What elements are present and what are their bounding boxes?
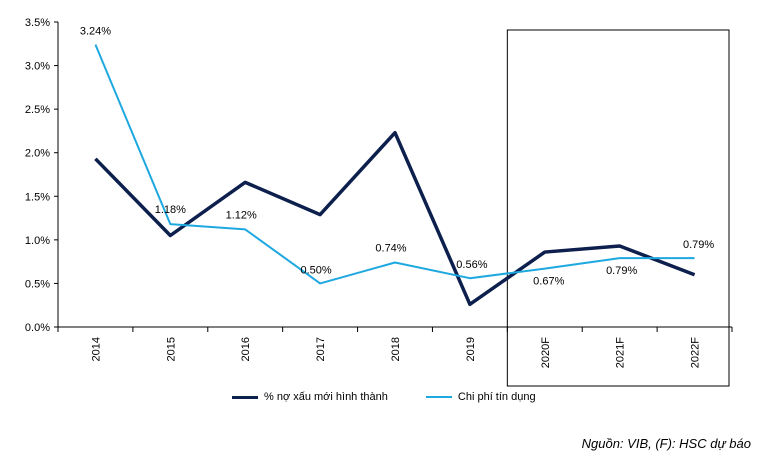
legend-item-npl: % nợ xấu mới hình thành (232, 391, 388, 403)
data-label: 1.18% (155, 204, 186, 216)
x-tick-label: 2016 (240, 337, 252, 361)
legend-item-credit-cost: Chi phí tín dụng (425, 391, 536, 403)
y-tick-label: 2.0% (25, 148, 50, 160)
source-note: Nguồn: VIB, (F): HSC dự báo (581, 436, 751, 451)
axes: 0.0% 0.5% 1.0% 1.5% 2.0% 2.5% 3.0% 3.5% 2014 2015… (25, 17, 733, 387)
legend-label-credit-cost: Chi phí tín dụng (457, 391, 536, 403)
y-tick-label: 2.5% (25, 104, 50, 116)
x-tick-label: 2020F (540, 337, 552, 368)
x-tick-label: 2022F (690, 337, 702, 368)
legend: % nợ xấu mới hình thành Chi phí tín dụng (232, 391, 574, 403)
x-tick-label: 2015 (165, 337, 177, 361)
data-label: 0.50% (301, 264, 332, 276)
y-tick-label: 3.0% (25, 61, 50, 73)
data-label: 0.79% (683, 239, 714, 251)
y-tick-label: 0.5% (25, 278, 50, 290)
y-tick-label: 1.5% (25, 191, 50, 203)
data-labels: 3.24% 1.18% 1.12% 0.50% 0.74% 0.56% 0.67% 0.79%… (80, 26, 715, 288)
data-label: 0.74% (375, 243, 406, 255)
x-tick-label: 2017 (315, 337, 327, 361)
x-tick-label: 2014 (90, 337, 102, 361)
data-label: 1.12% (226, 209, 257, 221)
y-tick-label: 1.0% (25, 235, 50, 247)
y-tick-label: 3.5% (25, 17, 50, 29)
data-label: 0.67% (533, 276, 564, 288)
x-tick-label: 2018 (390, 337, 402, 361)
x-tick-label: 2019 (465, 337, 477, 361)
y-tick-label: 0.0% (25, 322, 50, 334)
series-layer (94, 44, 696, 307)
legend-swatch-credit-cost (425, 396, 452, 398)
data-label: 0.56% (456, 259, 487, 271)
data-label: 0.79% (606, 265, 637, 277)
series-line-npl (94, 130, 696, 307)
forecast-box (506, 29, 730, 387)
x-tick-label: 2021F (615, 337, 627, 368)
legend-label-npl: % nợ xấu mới hình thành (264, 391, 388, 403)
data-label: 3.24% (80, 26, 111, 38)
legend-swatch-npl (232, 395, 258, 399)
